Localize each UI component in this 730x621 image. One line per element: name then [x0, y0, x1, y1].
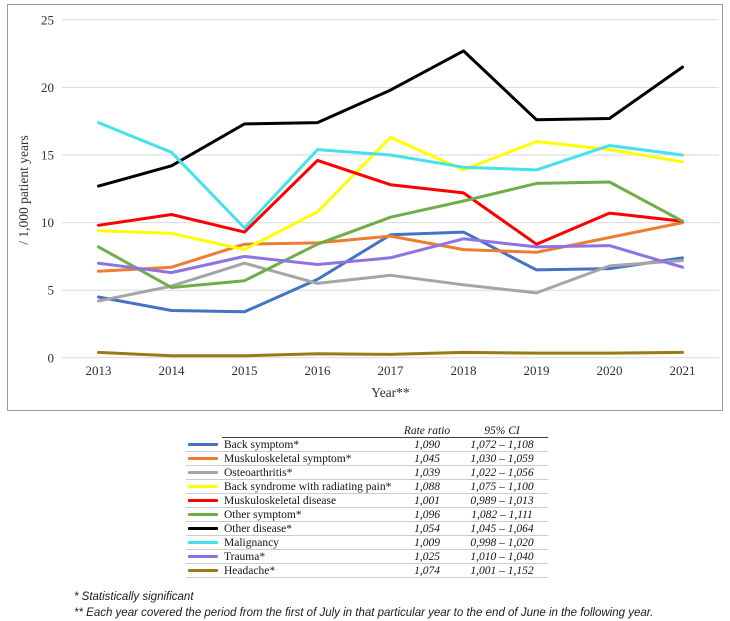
series-line-other-symptom	[97, 180, 684, 289]
legend-label: Muskuloskeletal symptom*	[222, 451, 398, 466]
legend-ci-value: 1,022 – 1,056	[456, 465, 548, 480]
legend-rate-ratio-value: 1,054	[398, 521, 456, 536]
legend-swatch-malignancy	[188, 541, 218, 544]
legend-rate-ratio-value: 1,045	[398, 451, 456, 466]
legend-swatch-headache	[188, 569, 218, 572]
footnote-statistical: * Statistically significant	[74, 591, 194, 603]
legend-rate-ratio-value: 1,001	[398, 493, 456, 508]
legend-swatch-cell	[186, 437, 222, 452]
legend-label: Muskuloskeletal disease	[222, 493, 398, 508]
x-tick-label: 2014	[159, 363, 186, 378]
series-line-back-syndrome-radiating-pain	[97, 135, 684, 252]
legend-swatch-other-disease	[188, 527, 218, 530]
x-tick-label: 2017	[378, 363, 405, 378]
legend-rate-ratio-value: 1,039	[398, 465, 456, 480]
legend-row-malignancy: Malignancy 1,009 0,998 – 1,020	[186, 535, 548, 550]
legend-rate-ratio-value: 1,009	[398, 535, 456, 550]
legend-rate-ratio-value: 1,088	[398, 479, 456, 494]
legend-swatch-cell	[186, 465, 222, 480]
legend-row-trauma: Trauma* 1,025 1,010 – 1,040	[186, 549, 548, 564]
legend-ci-value: 1,010 – 1,040	[456, 549, 548, 564]
legend-header-rate-ratio: Rate ratio	[398, 424, 456, 438]
legend-swatch-cell	[186, 479, 222, 494]
legend-row-back-syndrome-radiating-pain: Back syndrome with radiating pain* 1,088 1…	[186, 479, 548, 494]
legend-swatch-cell	[186, 535, 222, 550]
x-axis-title: Year**	[371, 385, 410, 400]
legend-swatch-trauma	[188, 555, 218, 558]
series-line-musculoskeletal-disease	[97, 158, 684, 246]
legend-swatch-musculoskeletal-symptom	[188, 457, 218, 460]
legend-swatch-cell	[186, 521, 222, 536]
legend-swatch-cell	[186, 549, 222, 564]
legend-swatch-osteoarthritis	[188, 471, 218, 474]
legend-swatch-other-symptom	[188, 513, 218, 516]
legend-swatch-cell	[186, 507, 222, 522]
legend-ci-value: 1,001 – 1,152	[456, 563, 548, 578]
series-line-other-disease	[97, 49, 684, 188]
y-tick-label: 10	[41, 215, 54, 230]
legend-label: Malignancy	[222, 535, 398, 550]
legend-swatch-cell	[186, 451, 222, 466]
line-chart: 0 5 10 15 20 25 2013 2014 2015 2016 2017 2018 2019 20…	[16, 12, 719, 400]
legend-row-other-disease: Other disease* 1,054 1,045 – 1,064	[186, 521, 548, 536]
x-tick-label: 2021	[670, 363, 696, 378]
y-tick-label: 0	[48, 350, 55, 365]
legend-ci-value: 1,082 – 1,111	[456, 507, 548, 522]
footnote-year-period: ** Each year covered the period from the…	[74, 607, 654, 620]
x-tick-label: 2018	[451, 363, 477, 378]
legend-row-headache: Headache* 1,074 1,001 – 1,152	[186, 563, 548, 578]
legend-swatch-cell	[186, 493, 222, 508]
x-tick-label: 2013	[86, 363, 112, 378]
legend-table: Rate ratio 95% CI Back symptom* 1,090 1,07…	[186, 424, 548, 578]
y-tick-label: 20	[41, 80, 54, 95]
y-tick-label: 25	[41, 12, 54, 27]
legend-ci-value: 1,075 – 1,100	[456, 479, 548, 494]
legend-ci-value: 1,072 – 1,108	[456, 437, 548, 452]
legend-label: Headache*	[222, 563, 398, 578]
legend-ci-value: 1,030 – 1,059	[456, 451, 548, 466]
legend-row-other-symptom: Other symptom* 1,096 1,082 – 1,111	[186, 507, 548, 522]
x-tick-label: 2015	[232, 363, 258, 378]
legend-label: Back symptom*	[222, 437, 398, 452]
legend-table-wrap: Rate ratio 95% CI Back symptom* 1,090 1,07…	[186, 424, 548, 578]
legend-rate-ratio-value: 1,074	[398, 563, 456, 578]
x-tick-label: 2020	[597, 363, 623, 378]
legend-header-ci: 95% CI	[456, 424, 548, 438]
legend-header-swatch-spacer	[186, 424, 222, 438]
legend-ci-value: 0,989 – 1,013	[456, 493, 548, 508]
legend-header-label-spacer	[222, 424, 398, 438]
legend-row-osteoarthritis: Osteoarthritis* 1,039 1,022 – 1,056	[186, 465, 548, 480]
legend-swatch-back-symptom	[188, 442, 218, 446]
legend-row-musculoskeletal-disease: Muskuloskeletal disease 1,001 0,989 – 1,01…	[186, 493, 548, 508]
series-line-musculoskeletal-symptom	[97, 221, 684, 273]
legend-swatch-cell	[186, 563, 222, 578]
legend-label: Trauma*	[222, 549, 398, 564]
y-axis-title: / 1,000 patient years	[16, 135, 31, 244]
legend-ci-value: 0,998 – 1,020	[456, 535, 548, 550]
chart-panel: 0 5 10 15 20 25 2013 2014 2015 2016 2017 2018 2019 20…	[7, 4, 723, 411]
legend-swatch-back-syndrome-radiating-pain	[188, 485, 218, 488]
legend-rate-ratio-value: 1,090	[398, 437, 456, 452]
legend-label: Back syndrome with radiating pain*	[222, 479, 398, 494]
series-line-osteoarthritis	[97, 259, 684, 303]
legend-row-back-symptom: Back symptom* 1,090 1,072 – 1,108	[186, 437, 548, 452]
legend-rate-ratio-value: 1,096	[398, 507, 456, 522]
x-tick-label: 2019	[524, 363, 550, 378]
series-line-malignancy	[97, 121, 684, 230]
series-line-trauma	[97, 237, 684, 275]
series-line-headache	[97, 350, 684, 358]
legend-swatch-musculoskeletal-disease	[188, 499, 218, 502]
legend-row-musculoskeletal-symptom: Muskuloskeletal symptom* 1,045 1,030 – 1,0…	[186, 451, 548, 466]
footnotes: * Statistically significant ** Each year…	[74, 589, 730, 621]
y-tick-label: 15	[41, 148, 54, 163]
legend-header-row: Rate ratio 95% CI	[186, 424, 548, 438]
legend-label: Other symptom*	[222, 507, 398, 522]
legend-label: Other disease*	[222, 521, 398, 536]
legend-ci-value: 1,045 – 1,064	[456, 521, 548, 536]
y-tick-label: 5	[48, 283, 55, 298]
legend-rate-ratio-value: 1,025	[398, 549, 456, 564]
x-tick-label: 2016	[305, 363, 332, 378]
legend-label: Osteoarthritis*	[222, 465, 398, 480]
